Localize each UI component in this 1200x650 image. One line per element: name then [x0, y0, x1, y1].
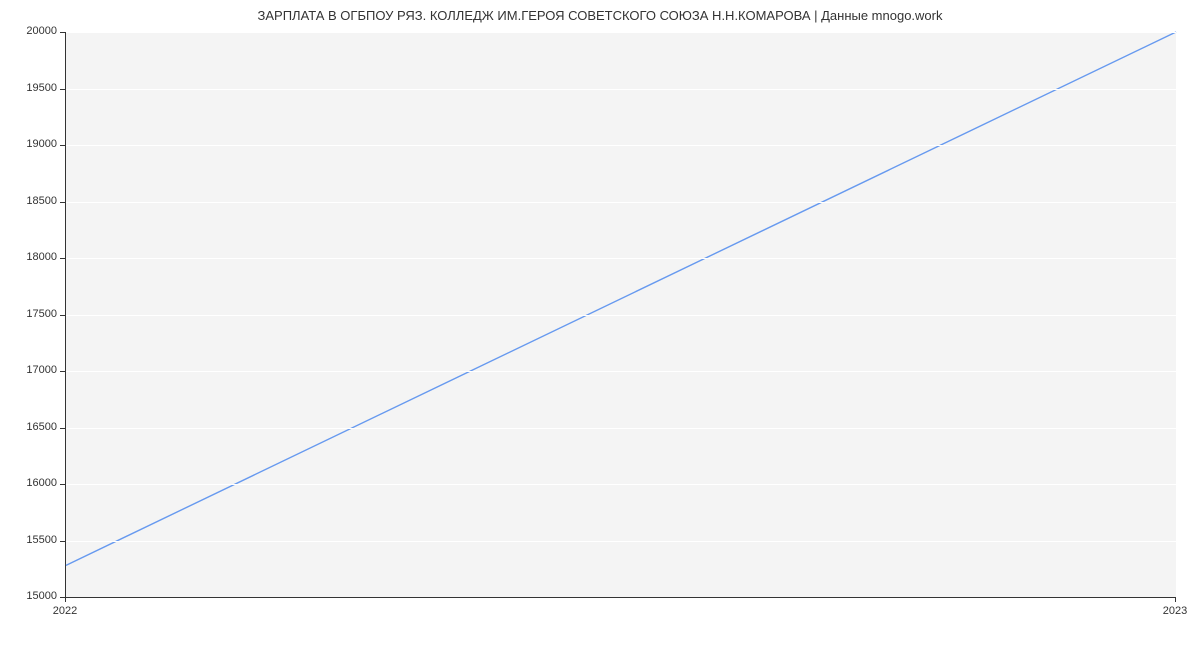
y-tick-label: 18000 [17, 251, 57, 263]
y-tick-label: 19000 [17, 138, 57, 150]
salary-series-line [66, 32, 1176, 565]
y-tick-label: 19500 [17, 82, 57, 94]
x-tick-label: 2022 [53, 605, 77, 617]
y-gridline [66, 484, 1176, 485]
salary-line-chart: ЗАРПЛАТА В ОГБПОУ РЯЗ. КОЛЛЕДЖ ИМ.ГЕРОЯ … [0, 0, 1200, 650]
x-tick-label: 2023 [1163, 605, 1187, 617]
y-tick-mark [60, 202, 65, 203]
x-tick-mark [1175, 597, 1176, 602]
y-tick-mark [60, 484, 65, 485]
y-gridline [66, 315, 1176, 316]
y-tick-mark [60, 32, 65, 33]
plot-area [65, 32, 1176, 598]
y-gridline [66, 428, 1176, 429]
y-tick-label: 15500 [17, 534, 57, 546]
y-tick-label: 18500 [17, 195, 57, 207]
y-tick-label: 16500 [17, 421, 57, 433]
y-gridline [66, 145, 1176, 146]
y-tick-mark [60, 315, 65, 316]
y-gridline [66, 258, 1176, 259]
y-gridline [66, 32, 1176, 33]
y-gridline [66, 202, 1176, 203]
y-tick-mark [60, 428, 65, 429]
y-tick-label: 17500 [17, 308, 57, 320]
y-tick-label: 20000 [17, 25, 57, 37]
y-tick-mark [60, 541, 65, 542]
x-tick-mark [65, 597, 66, 602]
y-tick-mark [60, 145, 65, 146]
y-gridline [66, 541, 1176, 542]
chart-title: ЗАРПЛАТА В ОГБПОУ РЯЗ. КОЛЛЕДЖ ИМ.ГЕРОЯ … [0, 8, 1200, 23]
y-gridline [66, 371, 1176, 372]
y-tick-mark [60, 258, 65, 259]
y-tick-label: 16000 [17, 477, 57, 489]
y-gridline [66, 89, 1176, 90]
y-tick-label: 15000 [17, 590, 57, 602]
y-tick-mark [60, 89, 65, 90]
y-tick-label: 17000 [17, 364, 57, 376]
y-tick-mark [60, 371, 65, 372]
